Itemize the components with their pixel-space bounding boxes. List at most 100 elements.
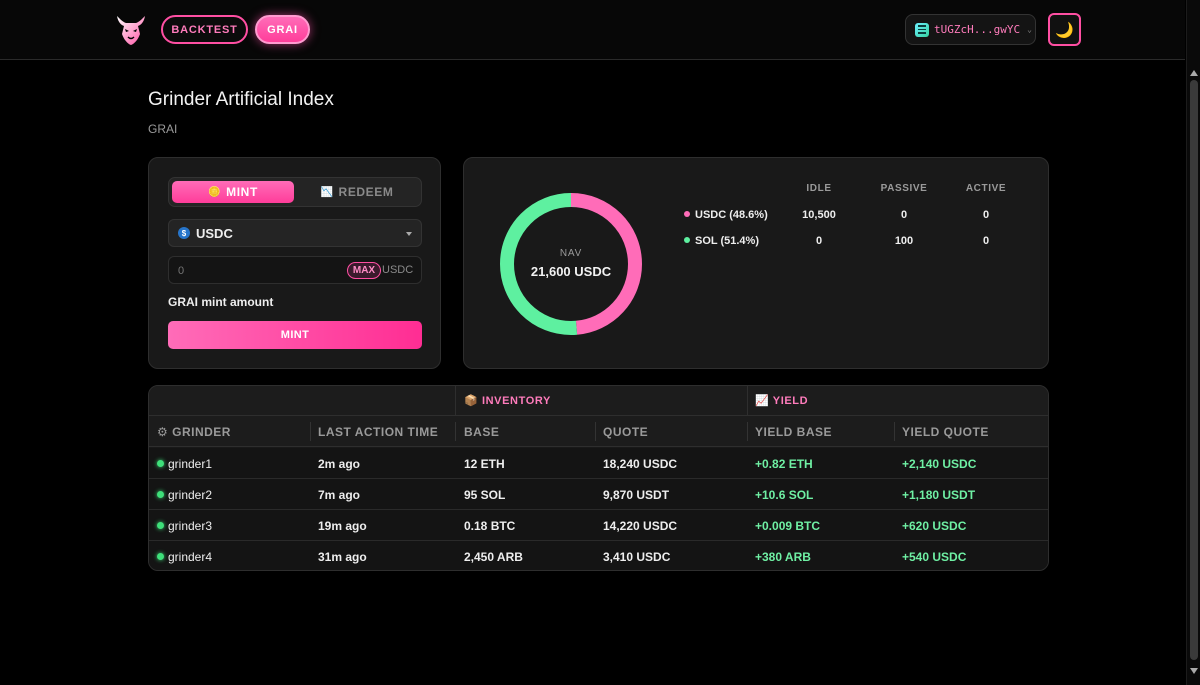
yield-quote-cell: +2,140 USDC bbox=[902, 457, 977, 471]
grinder-table: 📦 INVENTORY 📈 YIELD ⚙ GRINDER LAST ACTIO… bbox=[148, 385, 1049, 571]
nav-value: 21,600 USDC bbox=[530, 264, 612, 279]
package-icon: 📦 bbox=[464, 395, 479, 407]
amount-unit-label: USDC bbox=[382, 264, 414, 276]
column-base[interactable]: BASE bbox=[464, 425, 500, 439]
nav-grai-button[interactable]: GRAI bbox=[255, 15, 310, 44]
usdc-token-icon: $ bbox=[178, 227, 190, 239]
mint-redeem-tabs: 🪙 MINT 📉 REDEEM bbox=[168, 177, 422, 207]
yield-base-cell: +380 ARB bbox=[755, 550, 811, 564]
amount-input[interactable] bbox=[178, 262, 338, 280]
page-scrollbar[interactable] bbox=[1186, 0, 1200, 685]
donut-slice-1 bbox=[500, 193, 642, 335]
allocation-row-usdc: USDC (48.6%) 10,500 0 0 bbox=[684, 209, 1024, 225]
sol-legend-dot bbox=[684, 237, 690, 243]
wallet-button[interactable]: tUGZcH...gwYC ⌄ bbox=[905, 14, 1036, 45]
column-divider bbox=[894, 422, 895, 441]
yield-quote-cell: +620 USDC bbox=[902, 519, 967, 533]
tab-mint-label: MINT bbox=[226, 185, 258, 199]
tab-redeem[interactable]: 📉 REDEEM bbox=[296, 181, 418, 203]
last-action-cell: 31m ago bbox=[318, 550, 367, 564]
mint-amount-label: GRAI mint amount bbox=[168, 295, 274, 309]
column-grinder[interactable]: ⚙ GRINDER bbox=[157, 425, 231, 439]
yield-base-cell: +10.6 SOL bbox=[755, 488, 814, 502]
column-last-action-time[interactable]: LAST ACTION TIME bbox=[318, 425, 439, 439]
theme-toggle-button[interactable]: 🌙 bbox=[1048, 13, 1081, 46]
grinder-name: grinder2 bbox=[168, 488, 213, 502]
chart-down-icon: 📉 bbox=[320, 186, 334, 198]
wallet-address: tUGZcH...gwYC bbox=[934, 23, 1021, 36]
column-yield-base[interactable]: YIELD BASE bbox=[755, 425, 833, 439]
nav-donut-chart bbox=[500, 193, 642, 335]
chevron-down-icon: ⌄ bbox=[1027, 25, 1032, 34]
mint-redeem-panel: 🪙 MINT 📉 REDEEM $ USDC MAX USDC GRAI min… bbox=[148, 157, 441, 369]
mint-button[interactable]: MINT bbox=[168, 321, 422, 349]
status-online-icon bbox=[157, 522, 164, 529]
table-row[interactable]: grinder3 19m ago 0.18 BTC 14,220 USDC +0… bbox=[149, 510, 1048, 541]
last-action-cell: 19m ago bbox=[318, 519, 367, 533]
token-select[interactable]: $ USDC bbox=[168, 219, 422, 247]
grinder-name: grinder4 bbox=[168, 550, 213, 564]
moon-icon: 🌙 bbox=[1055, 21, 1074, 39]
status-online-icon bbox=[157, 460, 164, 467]
passive-value: 0 bbox=[900, 209, 908, 221]
column-idle: IDLE bbox=[806, 183, 832, 194]
column-grinder-label: GRINDER bbox=[172, 425, 231, 439]
active-value: 0 bbox=[982, 209, 990, 221]
quote-cell: 9,870 USDT bbox=[603, 488, 670, 502]
token-select-value: USDC bbox=[196, 225, 233, 241]
grinder-cell: grinder4 bbox=[157, 550, 212, 564]
quote-cell: 14,220 USDC bbox=[603, 519, 678, 533]
table-header-row: ⚙ GRINDER LAST ACTION TIME BASE QUOTE YI… bbox=[149, 416, 1048, 447]
max-button[interactable]: MAX bbox=[347, 262, 381, 279]
grinder-cell: grinder3 bbox=[157, 519, 212, 533]
idle-value: 10,500 bbox=[802, 209, 836, 221]
column-quote[interactable]: QUOTE bbox=[603, 425, 649, 439]
column-yield-quote[interactable]: YIELD QUOTE bbox=[902, 425, 989, 439]
table-row[interactable]: grinder4 31m ago 2,450 ARB 3,410 USDC +3… bbox=[149, 541, 1048, 570]
coin-icon: 🪙 bbox=[208, 186, 222, 198]
table-row[interactable]: grinder2 7m ago 95 SOL 9,870 USDT +10.6 … bbox=[149, 479, 1048, 510]
wallet-icon bbox=[915, 22, 929, 37]
bull-logo-icon[interactable] bbox=[113, 12, 149, 48]
yield-quote-cell: +540 USDC bbox=[902, 550, 967, 564]
scrollbar-thumb[interactable] bbox=[1190, 80, 1198, 660]
yield-base-cell: +0.82 ETH bbox=[755, 457, 813, 471]
table-row[interactable]: grinder1 2m ago 12 ETH 18,240 USDC +0.82… bbox=[149, 448, 1048, 479]
scroll-up-icon[interactable] bbox=[1190, 70, 1198, 76]
gear-icon: ⚙ bbox=[157, 425, 169, 439]
nav-backtest-button[interactable]: BACKTEST bbox=[161, 15, 248, 44]
grinder-name: grinder3 bbox=[168, 519, 213, 533]
column-passive: PASSIVE bbox=[880, 183, 928, 194]
base-cell: 2,450 ARB bbox=[464, 550, 523, 564]
active-value: 0 bbox=[982, 235, 990, 247]
column-divider bbox=[747, 422, 748, 441]
group-inventory: 📦 INVENTORY bbox=[464, 394, 551, 407]
grinder-cell: grinder1 bbox=[157, 457, 212, 471]
group-inventory-label: INVENTORY bbox=[481, 395, 551, 407]
nav-label: NAV bbox=[559, 248, 583, 259]
page-title: Grinder Artificial Index bbox=[148, 89, 334, 110]
last-action-cell: 7m ago bbox=[318, 488, 361, 502]
base-cell: 12 ETH bbox=[464, 457, 505, 471]
group-yield-label: YIELD bbox=[772, 395, 809, 407]
usdc-legend-dot bbox=[684, 211, 690, 217]
group-yield: 📈 YIELD bbox=[755, 394, 808, 407]
asset-label: USDC (48.6%) bbox=[684, 209, 768, 221]
yield-quote-cell: +1,180 USDT bbox=[902, 488, 976, 502]
idle-value: 0 bbox=[815, 235, 823, 247]
tab-redeem-label: REDEEM bbox=[338, 185, 394, 199]
amount-field: MAX USDC bbox=[168, 256, 422, 284]
asset-label: SOL (51.4%) bbox=[684, 235, 759, 247]
scroll-down-icon[interactable] bbox=[1190, 668, 1198, 674]
grinder-name: grinder1 bbox=[168, 457, 213, 471]
base-cell: 0.18 BTC bbox=[464, 519, 516, 533]
base-cell: 95 SOL bbox=[464, 488, 506, 502]
quote-cell: 18,240 USDC bbox=[603, 457, 678, 471]
yield-base-cell: +0.009 BTC bbox=[755, 519, 821, 533]
tab-mint[interactable]: 🪙 MINT bbox=[172, 181, 294, 203]
column-divider bbox=[455, 422, 456, 441]
allocation-row-sol: SOL (51.4%) 0 100 0 bbox=[684, 235, 1024, 251]
grinder-cell: grinder2 bbox=[157, 488, 212, 502]
passive-value: 100 bbox=[894, 235, 914, 247]
allocation-header: IDLE PASSIVE ACTIVE bbox=[684, 183, 1024, 199]
